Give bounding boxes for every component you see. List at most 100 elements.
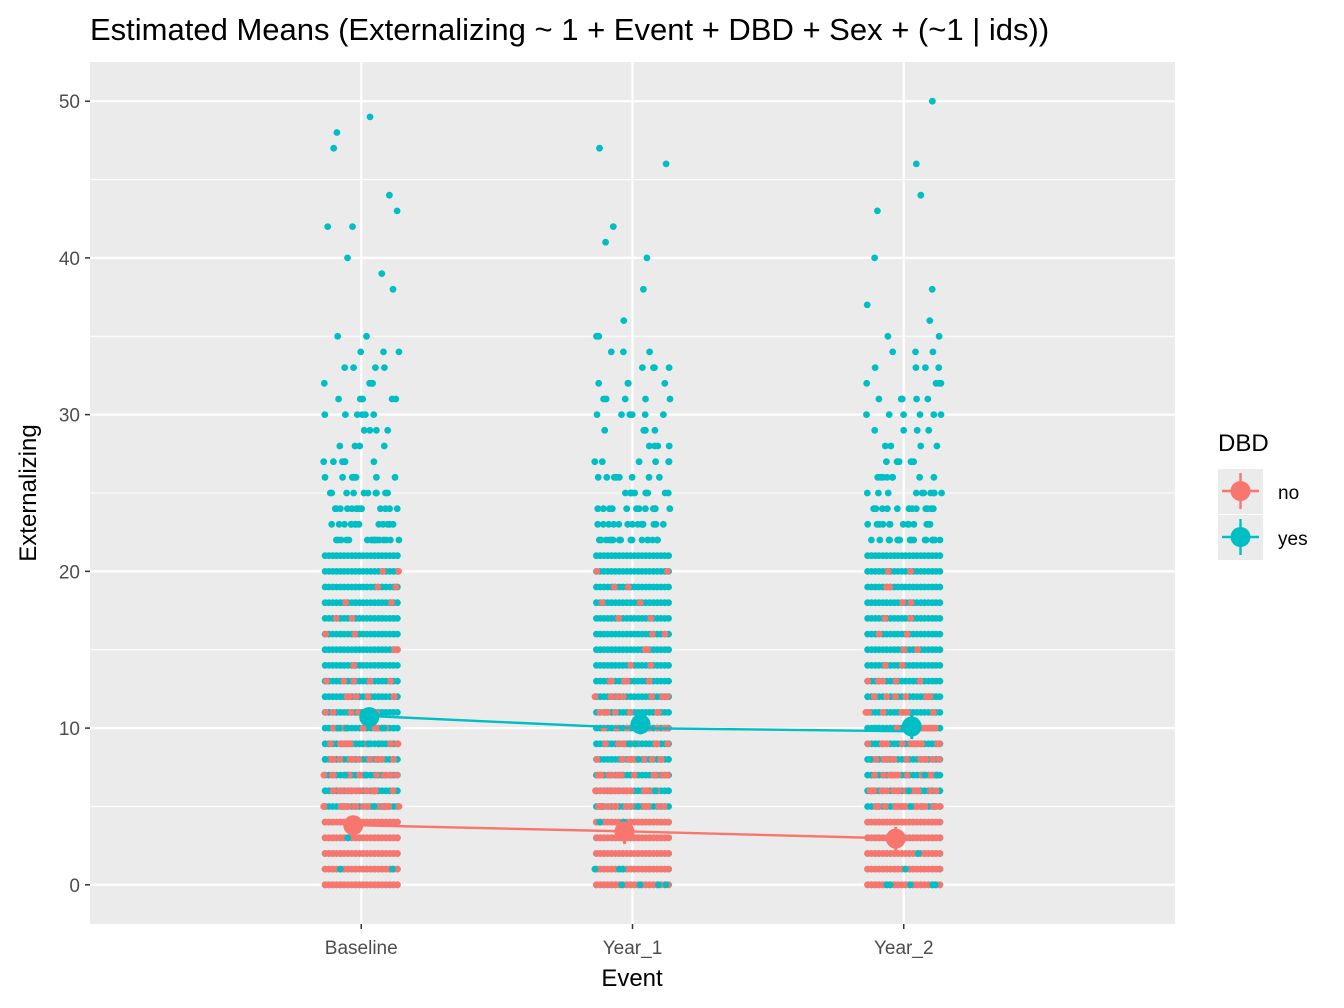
raw-point-no [322,630,330,638]
raw-point-yes [373,426,380,434]
raw-point-yes [350,364,357,371]
raw-point-no [323,677,330,685]
raw-point-no [872,756,880,763]
raw-point-yes [365,740,373,748]
raw-point-no [379,568,387,575]
raw-point-no [865,709,873,716]
raw-point-no [327,740,334,748]
raw-point-yes [881,442,889,450]
raw-point-no [892,693,899,701]
raw-point-no [907,615,915,622]
x-axis-title: Event [601,965,663,992]
raw-point-yes [641,411,649,418]
raw-point-yes [384,426,392,434]
raw-point-yes [363,536,371,544]
raw-point-no [343,740,350,748]
raw-point-no [603,709,611,716]
raw-point-yes [929,881,936,889]
raw-point-no [872,803,880,810]
raw-point-no [387,771,395,779]
raw-point-no [613,693,621,701]
y-tick-label: 10 [59,719,80,740]
raw-point-yes [936,662,944,669]
x-tick-label: Year_1 [603,938,663,959]
raw-point-yes [917,191,925,199]
raw-point-no [366,677,374,685]
raw-point-yes [626,411,634,418]
raw-point-yes [364,489,372,497]
raw-point-no [353,787,361,795]
raw-point-yes [381,364,388,371]
raw-point-yes [609,223,617,231]
raw-point-yes [930,411,938,418]
raw-point-yes [652,458,659,466]
raw-point-yes [927,505,935,513]
raw-point-no [606,677,614,685]
raw-point-yes [884,332,892,340]
raw-point-yes [372,364,379,371]
raw-point-no [614,787,622,795]
y-tick-label: 20 [59,562,80,583]
raw-point-yes [615,536,623,544]
raw-point-yes [936,568,944,575]
raw-point-yes [602,238,609,246]
raw-point-no [607,693,615,701]
raw-point-yes [886,881,894,889]
raw-point-yes [599,520,607,528]
raw-point-yes [375,520,383,528]
raw-point-yes [321,411,329,418]
raw-point-no [332,615,340,622]
raw-point-no [883,583,890,591]
raw-point-no [883,693,891,701]
raw-point-yes [900,426,908,434]
raw-point-yes [910,520,918,528]
raw-point-no [329,709,337,716]
raw-point-yes [863,411,870,418]
raw-point-yes [344,254,351,262]
raw-point-yes [384,489,391,497]
raw-point-yes [936,677,944,685]
raw-point-no [657,756,664,763]
raw-point-yes [602,536,610,544]
raw-point-yes [895,536,903,544]
mean-point-no [343,815,364,836]
raw-point-yes [596,818,604,826]
raw-point-yes [610,520,618,528]
raw-point-yes [863,301,871,309]
raw-point-yes [386,191,393,199]
raw-point-no [900,803,907,810]
raw-point-no [936,865,944,873]
raw-point-yes [341,520,348,528]
raw-point-no [936,850,944,857]
raw-point-yes [320,458,328,466]
raw-point-no [879,740,887,748]
raw-point-no [360,803,367,810]
raw-point-no [330,771,337,779]
raw-point-no [351,630,359,638]
raw-point-yes [631,740,639,748]
raw-point-no [364,803,372,810]
raw-point-yes [380,536,387,544]
raw-point-no [608,771,616,779]
raw-point-no [870,787,878,795]
raw-point-no [630,771,638,779]
raw-point-yes [343,724,350,732]
raw-point-yes [910,536,918,544]
raw-point-yes [665,709,672,716]
raw-point-no [881,615,889,622]
raw-point-yes [350,489,357,497]
raw-point-yes [666,395,674,403]
raw-point-yes [893,505,901,513]
raw-point-no [661,630,669,638]
raw-point-yes [358,411,366,418]
raw-point-yes [629,489,637,497]
raw-point-no [387,740,394,748]
mean-point-yes [630,714,651,735]
raw-point-yes [922,536,930,544]
raw-point-yes [345,536,353,544]
raw-point-yes [662,881,670,889]
raw-point-yes [391,473,399,481]
mean-point-no [614,821,635,842]
raw-point-yes [388,395,396,403]
